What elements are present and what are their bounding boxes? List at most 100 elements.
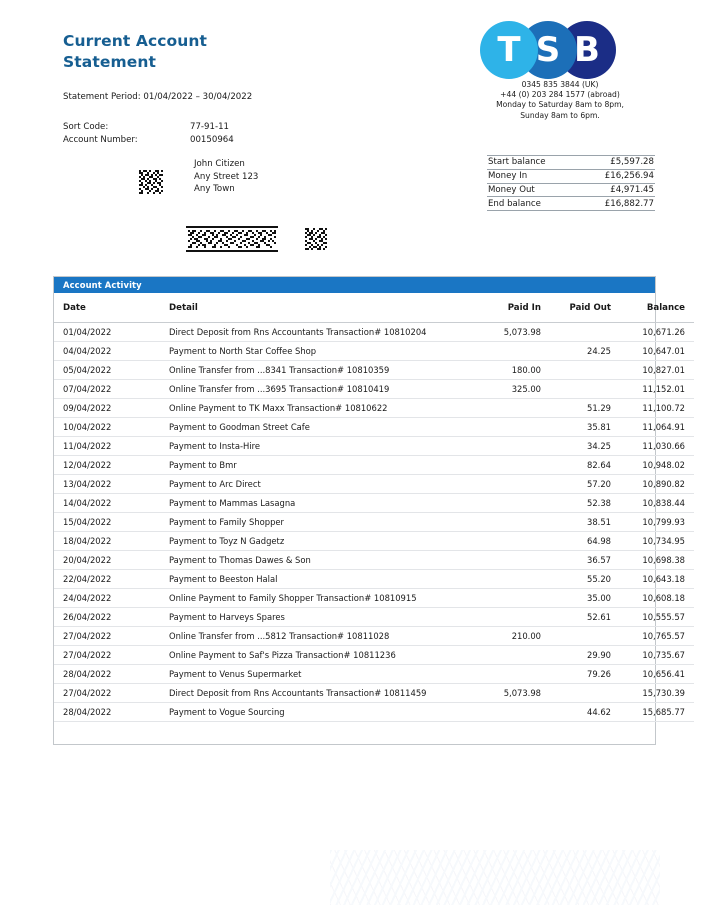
balance-summary: Start balance £5,597.28 Money In £16,256… (487, 155, 655, 212)
transaction-date: 27/04/2022 (54, 645, 141, 665)
datamatrix-code-small-icon (303, 226, 329, 252)
account-details: Sort Code: 77-91-11 Account Number: 0015… (63, 121, 234, 146)
transaction-balance: 10,555.57 (611, 607, 694, 627)
transaction-date: 10/04/2022 (54, 417, 141, 437)
transaction-detail: Payment to Goodman Street Cafe (141, 417, 469, 437)
table-row: 12/04/2022 Payment to Bmr 82.64 10,948.02 (54, 455, 694, 475)
account-number-value: 00150964 (190, 134, 234, 145)
column-header-date: Date (54, 293, 141, 323)
transaction-paid-in: 5,073.98 (469, 683, 541, 703)
balance-row-end: End balance £16,882.77 (487, 197, 655, 212)
transaction-paid-out: 79.26 (541, 664, 611, 684)
transaction-paid-out (541, 360, 611, 380)
table-row: 14/04/2022 Payment to Mammas Lasagna 52.38… (54, 493, 694, 513)
transaction-paid-out (541, 379, 611, 399)
transaction-detail: Payment to Arc Direct (141, 474, 469, 494)
transaction-paid-out: 52.38 (541, 493, 611, 513)
sort-code-value: 77-91-11 (190, 122, 230, 132)
transaction-balance: 11,064.91 (611, 417, 694, 437)
transaction-balance: 10,647.01 (611, 341, 694, 361)
table-row: 24/04/2022 Online Payment to Family Shopp… (54, 588, 694, 608)
transaction-paid-in (469, 493, 541, 513)
transaction-detail: Payment to Venus Supermarket (141, 664, 469, 684)
transaction-paid-in (469, 664, 541, 684)
table-row: 27/04/2022 Online Transfer from ...5812 T… (54, 626, 694, 646)
transaction-paid-out: 29.90 (541, 645, 611, 665)
column-header-detail: Detail (141, 293, 469, 323)
transaction-balance: 11,030.66 (611, 436, 694, 456)
transaction-paid-in (469, 417, 541, 437)
column-header-paid-out: Paid Out (541, 293, 611, 323)
transaction-detail: Payment to Mammas Lasagna (141, 493, 469, 513)
table-row: 13/04/2022 Payment to Arc Direct 57.20 10,8… (54, 474, 694, 494)
transaction-paid-in (469, 569, 541, 589)
transaction-paid-out: 55.20 (541, 569, 611, 589)
table-row: 15/04/2022 Payment to Family Shopper 38.51… (54, 512, 694, 532)
transaction-date: 28/04/2022 (54, 664, 141, 684)
column-header-balance: Balance (611, 293, 694, 323)
column-header-paid-in: Paid In (469, 293, 541, 323)
table-row: 01/04/2022 Direct Deposit from Rns Accoun… (54, 322, 694, 342)
datamatrix-code-icon (137, 168, 165, 196)
table-row: 18/04/2022 Payment to Toyz N Gadgetz 64.98… (54, 531, 694, 551)
background-watermark (330, 850, 660, 905)
transaction-date: 01/04/2022 (54, 322, 141, 342)
contact-phone-abroad: +44 (0) 203 284 1577 (abroad) (500, 90, 620, 100)
transaction-detail: Online Transfer from ...8341 Transaction… (141, 360, 469, 380)
transaction-detail: Payment to Bmr (141, 455, 469, 475)
transaction-paid-out: 51.29 (541, 398, 611, 418)
transaction-date: 05/04/2022 (54, 360, 141, 380)
transaction-paid-in (469, 398, 541, 418)
table-row: 20/04/2022 Payment to Thomas Dawes & Son 3… (54, 550, 694, 570)
transaction-paid-in (469, 588, 541, 608)
transaction-paid-out: 52.61 (541, 607, 611, 627)
transaction-paid-in (469, 607, 541, 627)
transaction-detail: Online Transfer from ...5812 Transaction… (141, 626, 469, 646)
transaction-balance: 10,799.93 (611, 512, 694, 532)
transaction-paid-in (469, 645, 541, 665)
balance-label-end: End balance (488, 198, 541, 209)
transactions-table: Date Detail Paid In Paid Out Balance 01/… (54, 293, 694, 722)
account-activity-panel: Account Activity Date Detail Paid In Pai… (53, 276, 694, 745)
transaction-paid-in (469, 512, 541, 532)
table-row: 10/04/2022 Payment to Goodman Street Cafe… (54, 417, 694, 437)
transaction-paid-in: 180.00 (469, 360, 541, 380)
transaction-paid-out: 57.20 (541, 474, 611, 494)
transaction-detail: Payment to Vogue Sourcing (141, 702, 469, 722)
table-row: 22/04/2022 Payment to Beeston Halal 55.20 1… (54, 569, 694, 589)
balance-row-money-out: Money Out £4,971.45 (487, 184, 655, 198)
contact-hours-weekday: Monday to Saturday 8am to 8pm, (496, 100, 624, 110)
transaction-detail: Online Payment to TK Maxx Transaction# 1… (141, 398, 469, 418)
customer-name: John Citizen (194, 159, 245, 169)
transaction-date: 11/04/2022 (54, 436, 141, 456)
transaction-detail: Online Payment to Saf's Pizza Transactio… (141, 645, 469, 665)
balance-row-money-in: Money In £16,256.94 (487, 170, 655, 184)
transaction-detail: Payment to Beeston Halal (141, 569, 469, 589)
transaction-date: 24/04/2022 (54, 588, 141, 608)
transaction-paid-in (469, 455, 541, 475)
transaction-balance: 10,734.95 (611, 531, 694, 551)
transaction-paid-in (469, 474, 541, 494)
balance-label-start: Start balance (488, 157, 546, 168)
balance-label-money-out: Money Out (488, 184, 535, 195)
account-activity-title: Account Activity (54, 277, 655, 293)
transaction-balance: 10,643.18 (611, 569, 694, 589)
contact-hours-sunday: Sunday 8am to 6pm. (520, 110, 600, 120)
transaction-date: 15/04/2022 (54, 512, 141, 532)
transaction-paid-out (541, 626, 611, 646)
transaction-balance: 10,698.38 (611, 550, 694, 570)
transaction-detail: Payment to Harveys Spares (141, 607, 469, 627)
transaction-balance: 15,685.77 (611, 702, 694, 722)
transaction-detail: Payment to North Star Coffee Shop (141, 341, 469, 361)
account-number-row: Account Number: 00150964 (63, 134, 234, 147)
sort-code-label: Sort Code: (63, 122, 109, 132)
transaction-date: 12/04/2022 (54, 455, 141, 475)
transaction-paid-in (469, 436, 541, 456)
balance-row-start: Start balance £5,597.28 (487, 155, 655, 170)
table-header-row: Date Detail Paid In Paid Out Balance (54, 293, 694, 323)
page-title-line2: Statement (63, 52, 156, 71)
table-row: 11/04/2022 Payment to Insta-Hire 34.25 11,0… (54, 436, 694, 456)
table-row: 05/04/2022 Online Transfer from ...8341 T… (54, 360, 694, 380)
table-row: 09/04/2022 Online Payment to TK Maxx Tran… (54, 398, 694, 418)
transaction-paid-out: 64.98 (541, 531, 611, 551)
